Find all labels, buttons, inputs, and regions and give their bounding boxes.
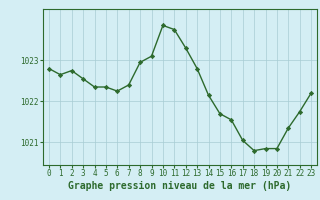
X-axis label: Graphe pression niveau de la mer (hPa): Graphe pression niveau de la mer (hPa) (68, 181, 292, 191)
